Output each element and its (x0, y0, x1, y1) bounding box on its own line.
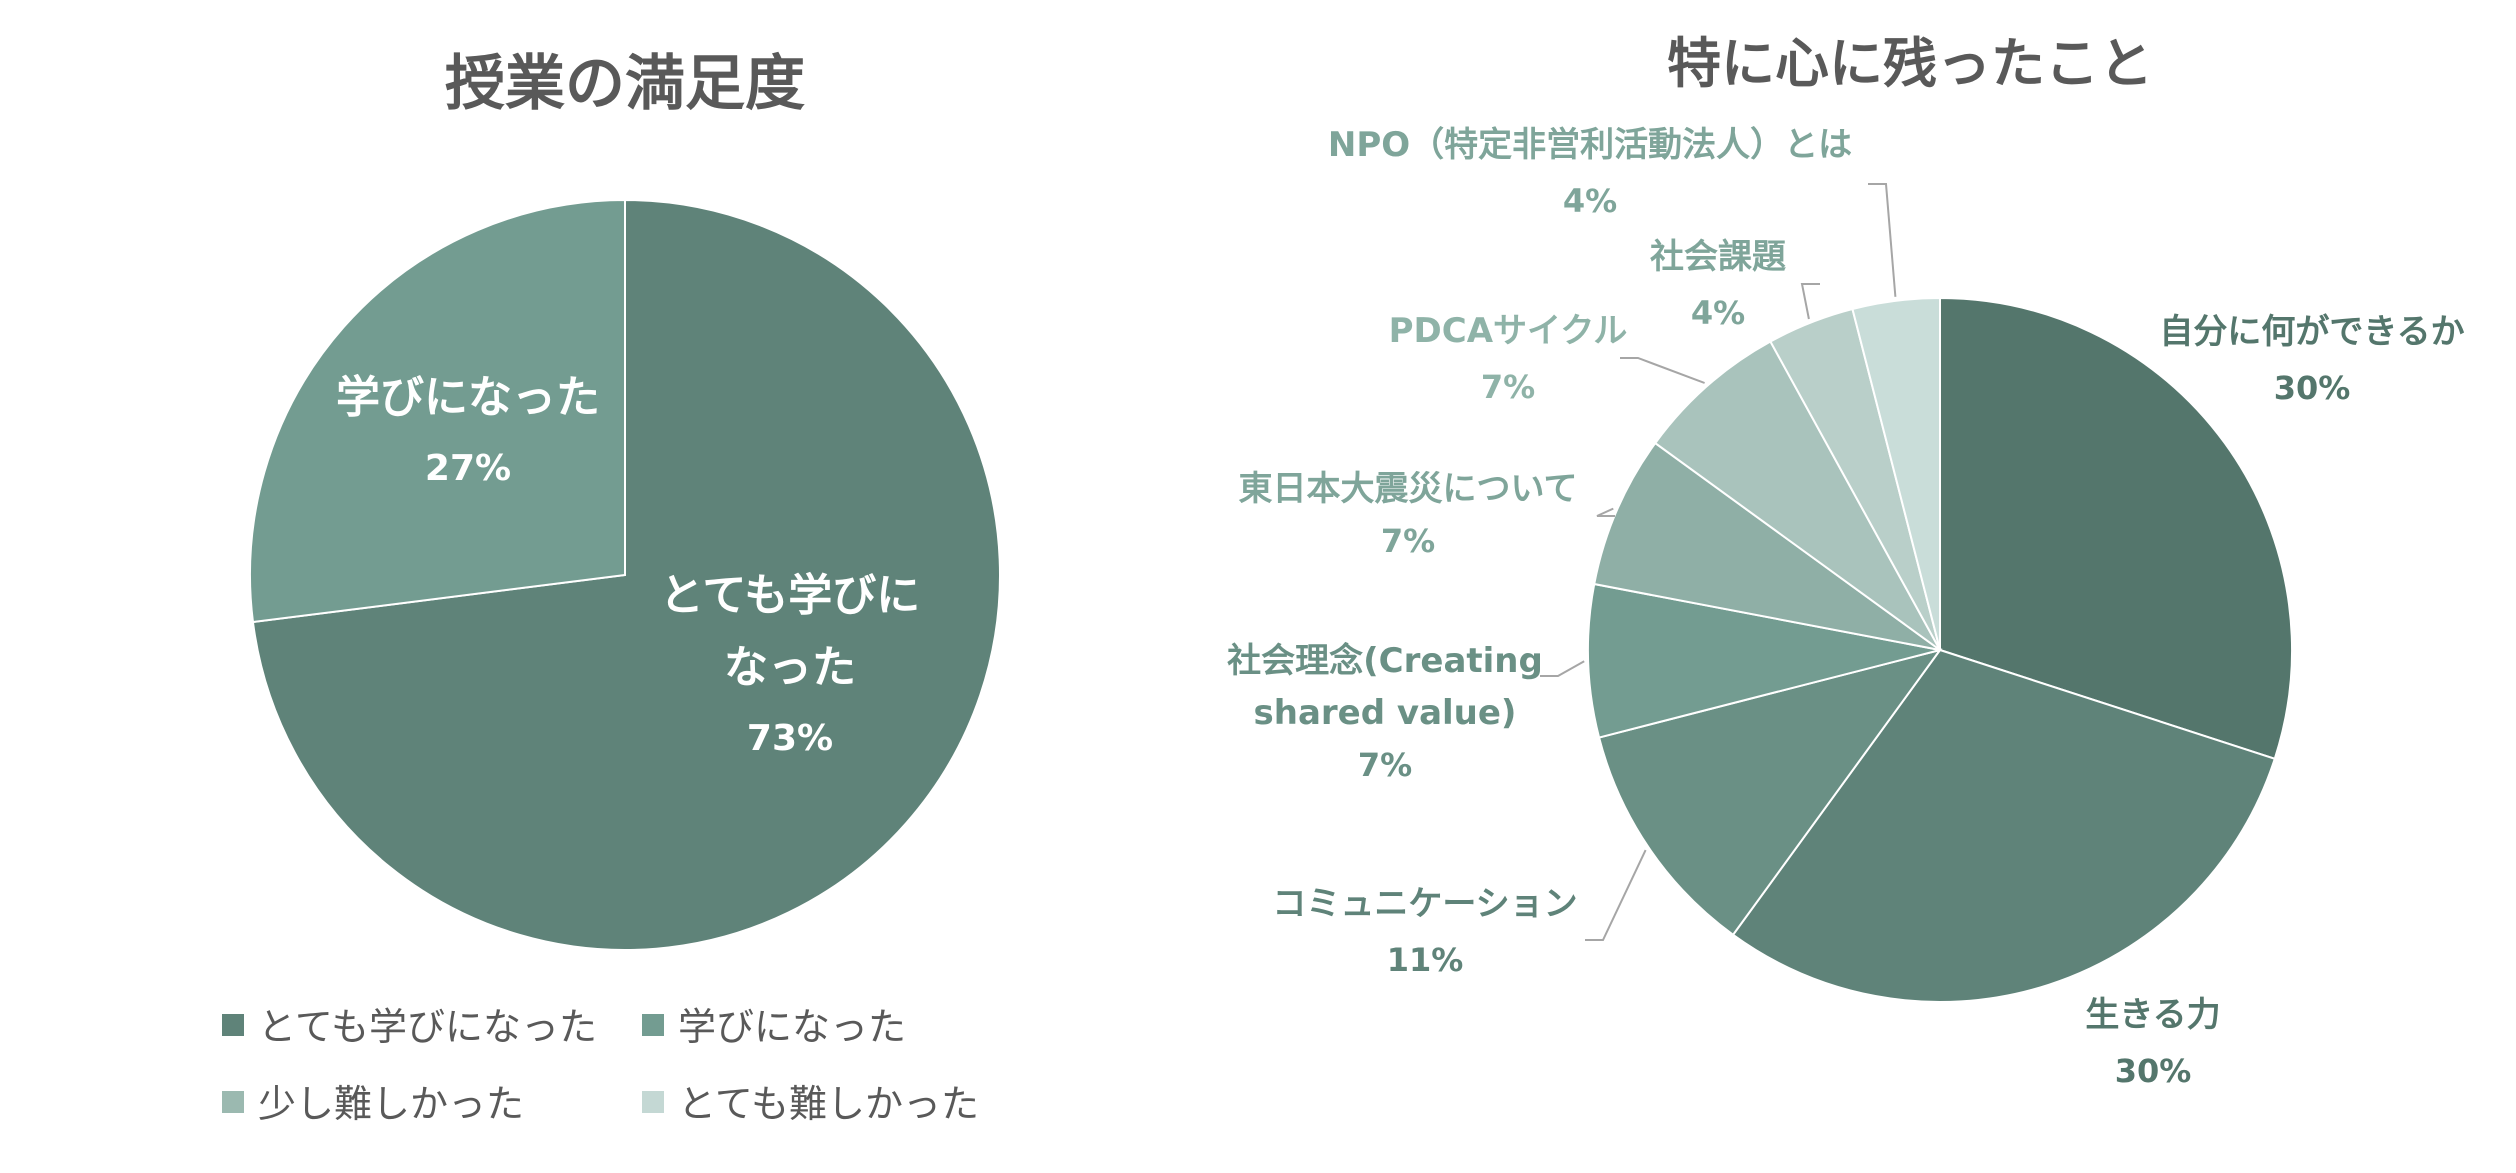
legend-swatch-0 (222, 1014, 244, 1036)
memorable-slice-label-7: NPO（特定非営利活動法人）とは 4% (1328, 125, 1852, 220)
memorable-slice-label-5: PDCAサイクル 7% (1389, 311, 1628, 406)
satisfaction-slice-1 (249, 198, 626, 624)
satisfaction-pie-chart: 授業の満足度 とても学びになった 73% 学びになった 27% とても学びになった 学び… (222, 49, 1001, 1126)
memorable-leader-line-3 (1540, 660, 1585, 677)
memorable-slice-0 (1939, 296, 2293, 761)
satisfaction-slice-label-0: とても学びになった 73% (660, 570, 920, 759)
memorable-topics-pie-chart: 特に心に残ったこと 自分に何ができるか 30% 生きる力 30% コミュニケーション 11… (1227, 32, 2465, 1090)
chart-title-memorable: 特に心に残ったこと (1667, 32, 2153, 95)
memorable-slice-label-4: 東日本大震災について 7% (1239, 469, 1578, 560)
satisfaction-slice-0 (251, 198, 1001, 951)
satisfaction-slice-label-1: 学びになった 27% (336, 372, 600, 489)
memorable-slice-label-3: 社会理念(Creating shared value) 7% (1227, 641, 1543, 784)
legend-label-1: 学びになった (678, 1005, 906, 1049)
legend-label-2: 少し難しかった (258, 1082, 524, 1126)
memorable-pie-labels: 自分に何ができるか 30% 生きる力 30% コミュニケーション 11% 社会理念(Crea… (1227, 125, 2465, 1090)
satisfaction-pie-labels: とても学びになった 73% 学びになった 27% (336, 372, 920, 759)
memorable-leader-lines (1540, 183, 1897, 941)
memorable-slice-label-1: 生きる力 30% (2085, 995, 2220, 1090)
memorable-leader-line-6 (1800, 283, 1820, 320)
legend-swatch-1 (642, 1014, 664, 1036)
satisfaction-pie-slices (249, 198, 1001, 951)
memorable-leader-line-4 (1596, 507, 1615, 517)
memorable-slice-5 (1653, 340, 1941, 651)
memorable-slice-4 (1593, 441, 1941, 651)
memorable-slice-label-2: コミュニケーション 11% (1272, 884, 1577, 979)
memorable-leader-line-5 (1620, 357, 1705, 384)
memorable-slice-2 (1597, 648, 1943, 937)
memorable-leader-line-7 (1868, 183, 1897, 297)
memorable-slice-label-6: 社会課題 4% (1650, 237, 1786, 332)
chart-title-satisfaction: 授業の満足度 (445, 49, 805, 119)
memorable-leader-line-2 (1585, 849, 1647, 941)
memorable-slice-7 (1851, 296, 1941, 651)
legend-swatch-3 (642, 1091, 664, 1113)
legend-label-0: とても学びになった (258, 1005, 597, 1049)
legend-label-3: とても難しかった (678, 1082, 979, 1126)
memorable-slice-1 (1731, 648, 2277, 1003)
legend-swatch-2 (222, 1091, 244, 1113)
memorable-slice-label-0: 自分に何ができるか 30% (2159, 312, 2464, 407)
memorable-slice-3 (1587, 582, 1941, 739)
memorable-pie-slices (1587, 296, 2293, 1003)
